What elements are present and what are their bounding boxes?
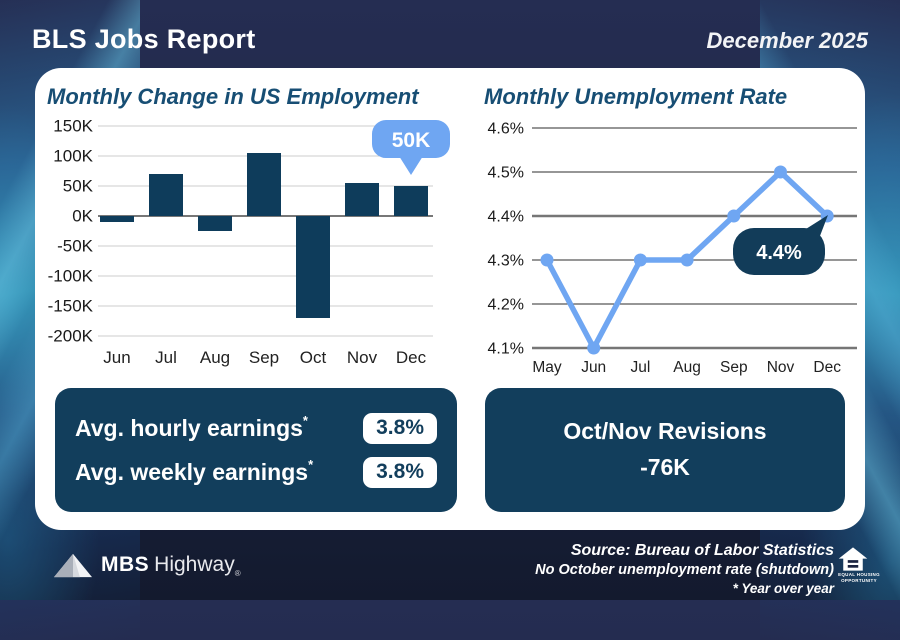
x-tick-label: Jun xyxy=(581,359,606,376)
bar-oct xyxy=(296,216,330,318)
y-tick-label: 4.6% xyxy=(488,121,524,138)
hourly-earnings-label: Avg. hourly earnings* xyxy=(75,412,308,441)
mountain-triangle-icon xyxy=(54,553,92,578)
employment-bar-chart: 150K 100K 50K 0K -50K -100K -150K -200K Jun Jul Au… xyxy=(48,117,450,367)
point-jun xyxy=(587,341,601,355)
unemployment-chart-title: Monthly Unemployment Rate xyxy=(484,84,788,109)
stat-row-weekly: Avg. weekly earnings* 3.8% xyxy=(75,456,437,488)
source-line-1: Source: Bureau of Labor Statistics xyxy=(570,542,834,559)
bar-jun xyxy=(100,216,134,222)
x-tick-label: Sep xyxy=(249,348,279,367)
bar-dec xyxy=(394,186,428,216)
report-card: Monthly Change in US Employment 150K 100K… xyxy=(35,68,865,530)
footnote-asterisk: * xyxy=(308,456,314,472)
weekly-earnings-label: Avg. weekly earnings* xyxy=(75,456,314,485)
x-tick-label: Jun xyxy=(103,348,130,367)
x-tick-label: May xyxy=(532,359,562,376)
point-nov xyxy=(774,165,787,179)
point-may xyxy=(540,253,554,267)
x-tick-label: Oct xyxy=(300,348,327,367)
point-aug xyxy=(680,253,694,267)
point-jul xyxy=(633,253,647,267)
callout-dec-rate: 4.4% xyxy=(733,215,828,275)
point-sep xyxy=(727,209,741,223)
y-tick-label: 100K xyxy=(53,147,93,166)
equal-housing-house-icon xyxy=(838,547,868,571)
x-tick-label: Aug xyxy=(200,348,230,367)
revisions-box: Oct/Nov Revisions -76K xyxy=(485,388,845,512)
x-tick-label: Dec xyxy=(396,348,427,367)
y-tick-label: -100K xyxy=(48,267,94,286)
y-tick-label: 4.5% xyxy=(488,165,524,182)
stat-row-hourly: Avg. hourly earnings* 3.8% xyxy=(75,412,437,444)
employment-chart-section: Monthly Change in US Employment 150K 100K… xyxy=(43,82,475,376)
revisions-value: -76K xyxy=(640,454,690,480)
unemployment-chart-section: Monthly Unemployment Rate 4.6% 4.5% 4.4% 4.… xyxy=(480,82,860,376)
y-tick-label: 4.4% xyxy=(488,209,524,226)
y-tick-label: -200K xyxy=(48,327,94,346)
weekly-earnings-value: 3.8% xyxy=(363,456,437,488)
callout-dec-value: 50K xyxy=(372,120,450,175)
x-tick-label: Jul xyxy=(155,348,177,367)
bar-jul xyxy=(149,174,183,216)
x-tick-label: Dec xyxy=(813,359,841,376)
employment-chart-title: Monthly Change in US Employment xyxy=(47,84,419,109)
source-text: Source: Bureau of Labor Statistics No Oc… xyxy=(535,540,834,598)
callout-label: 50K xyxy=(392,129,431,152)
revisions-title: Oct/Nov Revisions xyxy=(563,418,767,445)
footnote-asterisk: * xyxy=(302,412,308,428)
y-tick-label: 150K xyxy=(53,117,93,136)
x-tick-label: Jul xyxy=(630,359,650,376)
y-tick-label: -150K xyxy=(48,297,94,316)
x-tick-label: Sep xyxy=(720,359,748,376)
brand-name: MBS Highway® xyxy=(101,552,241,579)
page-title: BLS Jobs Report xyxy=(32,24,256,54)
y-tick-label: 4.1% xyxy=(488,341,524,358)
report-date: December 2025 xyxy=(706,28,868,53)
earnings-box: Avg. hourly earnings* 3.8% Avg. weekly e… xyxy=(55,388,457,512)
x-tick-label: Aug xyxy=(673,359,701,376)
mbs-highway-logo: MBS Highway® xyxy=(54,552,241,579)
unemployment-line-chart: 4.6% 4.5% 4.4% 4.3% 4.2% 4.1% May Jun Jul Aug Sep N… xyxy=(488,121,857,376)
equal-housing-logo: EQUAL HOUSING OPPORTUNITY xyxy=(838,546,880,584)
bar-aug xyxy=(198,216,232,231)
source-line-3: * Year over year xyxy=(732,581,834,597)
y-tick-label: 50K xyxy=(63,177,94,196)
x-tick-label: Nov xyxy=(767,359,795,376)
equal-housing-caption: EQUAL HOUSING OPPORTUNITY xyxy=(838,572,880,583)
hourly-earnings-value: 3.8% xyxy=(363,412,437,444)
callout-label: 4.4% xyxy=(756,242,802,264)
x-tick-label: Nov xyxy=(347,348,378,367)
bar-nov xyxy=(345,183,379,216)
bar-sep xyxy=(247,153,281,216)
y-tick-label: 4.3% xyxy=(488,253,524,270)
footer: MBS Highway® Source: Bureau of Labor Stat… xyxy=(0,538,900,600)
y-tick-label: 4.2% xyxy=(488,297,524,314)
y-tick-label: 0K xyxy=(72,207,93,226)
source-line-2: No October unemployment rate (shutdown) xyxy=(535,562,834,579)
y-tick-label: -50K xyxy=(57,237,94,256)
